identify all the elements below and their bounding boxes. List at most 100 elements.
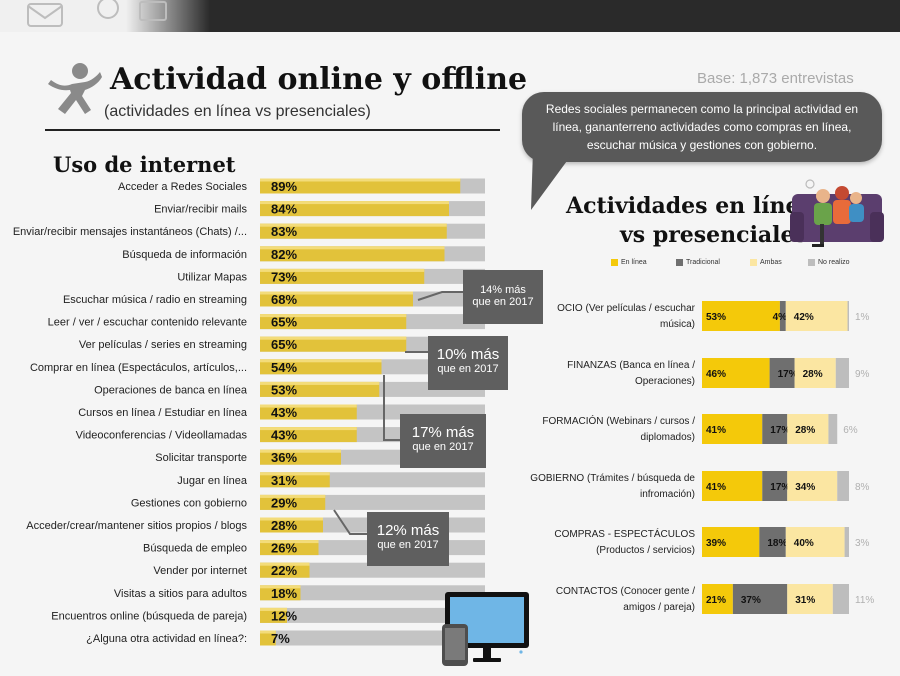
legend-swatch-ambas: [750, 259, 757, 266]
bar: [260, 201, 449, 217]
legend-ambas: Ambas: [750, 259, 782, 266]
callout-1-line1: 14% más: [480, 284, 526, 296]
segment-tradicional: [769, 358, 795, 388]
segment-ambas: [787, 584, 833, 614]
bar: [260, 381, 380, 397]
legend-label-ambas: Ambas: [760, 259, 782, 266]
bar-highlight: [260, 268, 425, 272]
top-band-fade: [0, 0, 210, 32]
callout-4-line1: 12% más: [376, 522, 440, 539]
segment-en-linea: [702, 527, 760, 557]
bar-highlight: [260, 562, 310, 566]
data-label: 89%: [271, 179, 297, 194]
segment-label-no-realizo: 1%: [855, 312, 870, 323]
category-label-line1: FORMACIÓN (Webinars / cursos /: [542, 414, 695, 427]
segment-label: 18%: [767, 538, 787, 549]
category-label-line2: Operaciones): [635, 376, 695, 387]
speech-bubble-tail: [531, 150, 575, 210]
legend-swatch-en-linea: [611, 259, 618, 266]
segment-label-no-realizo: 11%: [855, 595, 874, 606]
segment-label: 4%: [773, 312, 788, 323]
bar-highlight: [260, 630, 276, 634]
category-label: Operaciones de banca en línea: [94, 384, 248, 396]
segment-label: 37%: [741, 595, 761, 606]
legend-en-linea: En línea: [611, 259, 647, 266]
callout-connector-1: [417, 291, 463, 301]
segment-ambas: [787, 414, 829, 444]
legend-label-en-linea: En línea: [621, 259, 647, 266]
speech-bubble-text: Redes sociales permanecen como la princi…: [545, 102, 859, 152]
bar: [260, 268, 425, 284]
bar: [260, 178, 461, 194]
segment-en-linea: [702, 414, 763, 444]
category-label: Leer / ver / escuchar contenido relevant…: [48, 317, 247, 329]
data-label: 82%: [271, 247, 297, 262]
category-label: Jugar en línea: [177, 475, 248, 487]
category-label-line2: diplomados): [641, 432, 695, 443]
segment-no-realizo: [837, 471, 849, 501]
bar-track: [260, 630, 485, 646]
bar-highlight: [260, 246, 445, 250]
legend-swatch-tradicional: [676, 259, 683, 266]
legend-label-no-realizo: No realizo: [818, 259, 850, 266]
category-label: Videoconferencias / Videollamadas: [76, 430, 248, 442]
bar-highlight: [260, 494, 326, 498]
bar: [260, 246, 445, 262]
segment-label-no-realizo: 9%: [855, 369, 870, 380]
bar: [260, 494, 326, 510]
page-subtitle: (actividades en línea vs presenciales): [104, 103, 371, 120]
speech-bubble: [522, 92, 882, 162]
bar: [260, 517, 323, 533]
segment-ambas: [785, 527, 845, 557]
callout-1-line2: que en 2017: [472, 296, 534, 308]
segment-label: 17%: [770, 425, 790, 436]
segment-no-realizo: [828, 414, 838, 444]
data-label: 12%: [271, 608, 297, 623]
callout-box-4: 12% más que en 2017: [367, 512, 449, 566]
category-label: Utilizar Mapas: [177, 271, 247, 283]
category-label: Enviar/recibir mensajes instantáneos (Ch…: [13, 226, 247, 238]
category-label: Acceder a Redes Sociales: [118, 181, 248, 193]
bar: [260, 472, 330, 488]
tablet-icon: [442, 624, 468, 666]
category-label: Encuentros online (búsqueda de pareja): [51, 610, 247, 622]
bar-highlight: [260, 404, 357, 408]
segment-label: 17%: [778, 369, 798, 380]
segment-label: 21%: [706, 595, 726, 606]
category-label-line1: OCIO (Ver películas / escuchar: [557, 303, 696, 314]
data-label: 22%: [271, 563, 297, 578]
category-label: Ver películas / series en streaming: [79, 339, 247, 351]
segment-label: 40%: [794, 538, 814, 549]
category-label: Solicitar transporte: [155, 452, 247, 464]
sample-base-note: Base: 1,873 entrevistas: [697, 70, 854, 87]
callout-connector-4: [333, 509, 367, 535]
bar-highlight: [260, 314, 407, 318]
segment-label: 28%: [803, 369, 823, 380]
bar-highlight: [260, 427, 357, 431]
data-label: 43%: [271, 428, 297, 443]
data-label: 26%: [271, 541, 297, 556]
category-label-line1: GOBIERNO (Trámites / búsqueda de: [530, 473, 695, 484]
bar-highlight: [260, 607, 287, 611]
segment-label: 39%: [706, 538, 726, 549]
segment-tradicional: [732, 584, 788, 614]
segment-en-linea: [702, 358, 770, 388]
bar: [260, 427, 357, 443]
bar: [260, 607, 287, 623]
bar-highlight: [260, 381, 380, 385]
category-label: ¿Alguna otra actividad en línea?:: [86, 633, 247, 645]
category-label-line1: FINANZAS (Banca en línea /: [567, 360, 695, 371]
segment-en-linea: [702, 301, 780, 331]
envelope-icon: [27, 0, 167, 27]
bar-track: [260, 585, 485, 601]
bar: [260, 404, 357, 420]
category-label-line2: (Productos / servicios): [596, 545, 695, 556]
segment-no-realizo: [844, 527, 849, 557]
legend-no-realizo: No realizo: [808, 259, 850, 266]
callout-connector-3: [383, 375, 400, 441]
data-label: 36%: [271, 450, 297, 465]
title-divider: [45, 129, 500, 131]
segment-en-linea: [702, 471, 763, 501]
